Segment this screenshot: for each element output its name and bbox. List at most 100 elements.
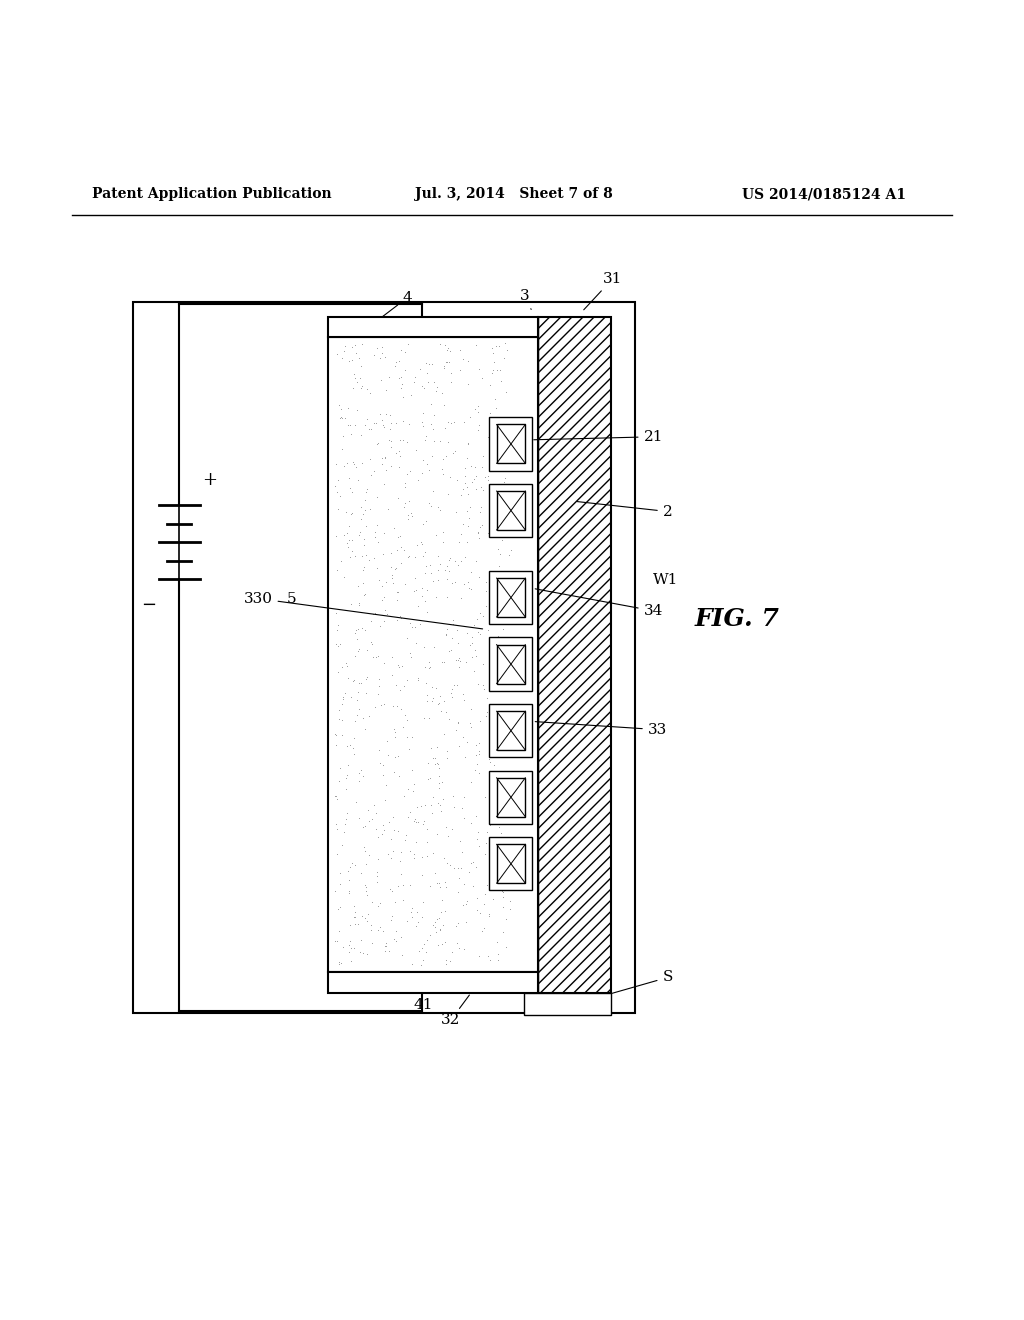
Point xyxy=(467,744,483,766)
Point xyxy=(467,334,483,355)
Point xyxy=(482,949,499,970)
Point xyxy=(480,426,497,447)
Point xyxy=(471,945,487,966)
Point xyxy=(376,474,392,495)
Point xyxy=(366,603,382,624)
Point xyxy=(383,455,399,477)
Point xyxy=(386,517,402,539)
Point xyxy=(407,367,423,388)
Point xyxy=(392,927,409,948)
Point xyxy=(466,660,482,681)
Point xyxy=(350,469,367,490)
Point xyxy=(373,370,389,391)
Point xyxy=(345,671,361,692)
Point xyxy=(485,660,502,681)
Point xyxy=(424,843,440,865)
Point xyxy=(378,936,394,957)
Bar xyxy=(524,993,611,1015)
Point xyxy=(333,550,349,572)
Point xyxy=(370,895,386,916)
Point xyxy=(334,834,350,855)
Point xyxy=(457,466,473,487)
Point xyxy=(356,619,373,640)
Point xyxy=(440,432,457,453)
Point xyxy=(377,789,393,810)
Point xyxy=(485,428,502,449)
Point xyxy=(401,841,418,862)
Point xyxy=(461,507,477,528)
Point xyxy=(331,952,347,973)
Point xyxy=(334,657,350,678)
Point xyxy=(480,523,497,544)
Text: 330: 330 xyxy=(244,591,482,628)
Point xyxy=(377,936,393,957)
Point xyxy=(395,411,412,432)
Point xyxy=(406,780,422,801)
Point xyxy=(402,875,419,896)
Point xyxy=(348,704,365,725)
Point xyxy=(345,669,361,690)
Point xyxy=(477,785,494,807)
Point xyxy=(479,620,496,642)
Bar xyxy=(133,301,635,1014)
Point xyxy=(457,458,473,479)
Point xyxy=(393,698,410,719)
Point xyxy=(375,814,391,836)
Point xyxy=(385,841,401,862)
Point xyxy=(447,916,464,937)
Point xyxy=(344,337,360,358)
Point xyxy=(355,766,372,787)
Point xyxy=(376,586,392,607)
Point xyxy=(495,887,511,908)
Point xyxy=(341,529,357,550)
Point xyxy=(453,484,469,506)
Point xyxy=(417,429,433,450)
Point xyxy=(394,945,411,966)
Point xyxy=(417,541,433,562)
Point xyxy=(331,920,347,941)
Point xyxy=(431,908,447,929)
Point xyxy=(494,414,510,436)
Point xyxy=(443,686,460,708)
Point xyxy=(340,754,356,775)
Point xyxy=(487,397,504,418)
Point xyxy=(481,904,498,925)
Point xyxy=(499,586,515,607)
Point xyxy=(406,843,422,865)
Point xyxy=(422,875,438,896)
Point xyxy=(347,619,364,640)
Point xyxy=(463,578,479,599)
Point xyxy=(434,532,451,553)
Point xyxy=(392,339,409,360)
Point xyxy=(415,950,431,972)
Point xyxy=(416,636,432,657)
Point xyxy=(473,477,489,498)
Point xyxy=(493,370,509,391)
Point xyxy=(445,675,462,696)
Point xyxy=(357,841,374,862)
Point xyxy=(353,496,370,517)
Point xyxy=(346,727,362,748)
Point xyxy=(485,458,502,479)
Point xyxy=(369,515,385,536)
Point xyxy=(341,515,357,536)
Point xyxy=(348,689,365,710)
Point xyxy=(471,566,487,587)
Point xyxy=(342,414,358,436)
Point xyxy=(499,849,515,870)
Point xyxy=(395,717,412,738)
Point xyxy=(417,562,433,583)
Point xyxy=(481,751,498,772)
Point xyxy=(339,532,355,553)
Point xyxy=(367,697,383,718)
Point xyxy=(338,767,354,788)
Point xyxy=(420,372,436,393)
Point xyxy=(487,566,504,587)
Point xyxy=(374,337,390,358)
Point xyxy=(422,656,438,677)
Point xyxy=(351,808,368,829)
Bar xyxy=(328,973,538,993)
Point xyxy=(409,579,425,601)
Point xyxy=(434,521,451,543)
Point xyxy=(485,840,502,861)
